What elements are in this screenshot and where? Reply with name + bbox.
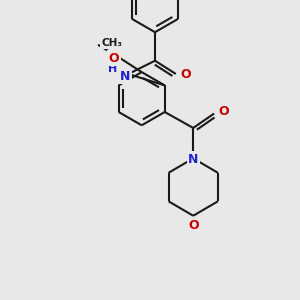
Text: H: H xyxy=(108,64,117,74)
Text: N: N xyxy=(188,153,198,166)
Text: O: O xyxy=(188,219,199,232)
Text: CH₃: CH₃ xyxy=(101,38,122,48)
Text: O: O xyxy=(109,52,119,64)
Text: N: N xyxy=(120,70,130,83)
Text: O: O xyxy=(181,68,191,80)
Text: O: O xyxy=(219,105,230,118)
